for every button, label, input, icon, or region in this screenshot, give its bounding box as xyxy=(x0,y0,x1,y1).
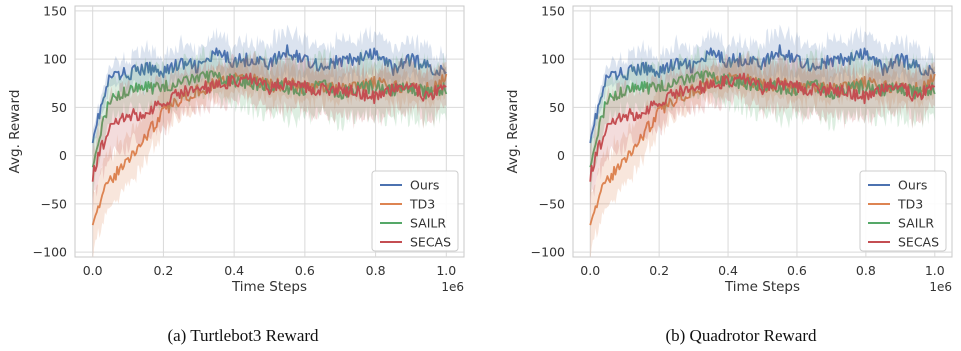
y-tick-label: −50 xyxy=(41,196,67,211)
x-tick-label: 0.6 xyxy=(787,263,807,278)
legend-label-td3: TD3 xyxy=(897,197,923,212)
legend: Ours TD3 SAILR SECAS xyxy=(859,170,947,252)
x-tick-label: 0.2 xyxy=(649,263,669,278)
legend-label-secas: SECAS xyxy=(898,235,939,250)
series-line-ours xyxy=(589,44,936,144)
y-tick-label: −100 xyxy=(531,245,565,260)
legend-label-ours: Ours xyxy=(410,178,439,193)
legend: Ours TD3 SAILR SECAS xyxy=(371,170,459,252)
y-tick-label: 0 xyxy=(59,148,67,163)
x-tick-label: 0.6 xyxy=(295,263,315,278)
y-axis-label: Avg. Reward xyxy=(505,90,521,174)
legend-box xyxy=(371,170,459,252)
legend-label-sailr: SAILR xyxy=(410,216,446,231)
y-tick-label: 150 xyxy=(541,3,565,18)
x-tick-label: 0.4 xyxy=(224,263,244,278)
x-tick-label: 0.2 xyxy=(153,263,173,278)
legend-label-sailr: SAILR xyxy=(898,216,934,231)
legend-box xyxy=(859,170,947,252)
chart-turtlebot3-reward: 0.0 0.2 0.4 0.6 0.8 1.0 −100 −50 0 50 100 150 Time S… xyxy=(7,3,465,295)
y-tick-label: 100 xyxy=(43,52,67,67)
y-axis-label: Avg. Reward xyxy=(7,90,23,174)
x-tick-label: 0.4 xyxy=(718,263,738,278)
x-tick-label: 1.0 xyxy=(436,263,456,278)
series-band-td3 xyxy=(92,57,447,257)
legend-label-ours: Ours xyxy=(898,178,927,193)
caption-turtlebot3: (a) Turtlebot3 Reward xyxy=(167,326,319,345)
y-tick-label: 50 xyxy=(549,100,565,115)
x-tick-label: 1.0 xyxy=(925,263,945,278)
series-line-ours xyxy=(91,44,447,144)
series-group xyxy=(91,24,448,257)
x-tick-label: 0.8 xyxy=(856,263,876,278)
series-line-secas xyxy=(589,72,936,182)
x-offset-label: 1e6 xyxy=(441,280,464,294)
series-band-td3 xyxy=(590,57,935,257)
y-tick-label: −50 xyxy=(539,196,565,211)
legend-label-td3: TD3 xyxy=(409,197,435,212)
series-line-secas xyxy=(91,72,447,182)
caption-quadrotor: (b) Quadrotor Reward xyxy=(665,326,817,345)
legend-label-secas: SECAS xyxy=(410,235,451,250)
x-axis-label: Time Steps xyxy=(724,279,800,295)
y-tick-label: 50 xyxy=(51,100,67,115)
x-tick-label: 0.8 xyxy=(366,263,386,278)
y-tick-label: 100 xyxy=(541,52,565,67)
y-tick-label: 150 xyxy=(43,3,67,18)
series-group xyxy=(589,24,936,257)
x-axis-label: Time Steps xyxy=(231,279,307,295)
x-offset-label: 1e6 xyxy=(929,280,952,294)
x-tick-label: 0.0 xyxy=(580,263,600,278)
y-tick-label: 0 xyxy=(557,148,565,163)
x-tick-label: 0.0 xyxy=(83,263,103,278)
y-tick-label: −100 xyxy=(33,245,67,260)
chart-quadrotor-reward: 0.0 0.2 0.4 0.6 0.8 1.0 −100 −50 0 50 100 150 Time S… xyxy=(505,3,953,295)
